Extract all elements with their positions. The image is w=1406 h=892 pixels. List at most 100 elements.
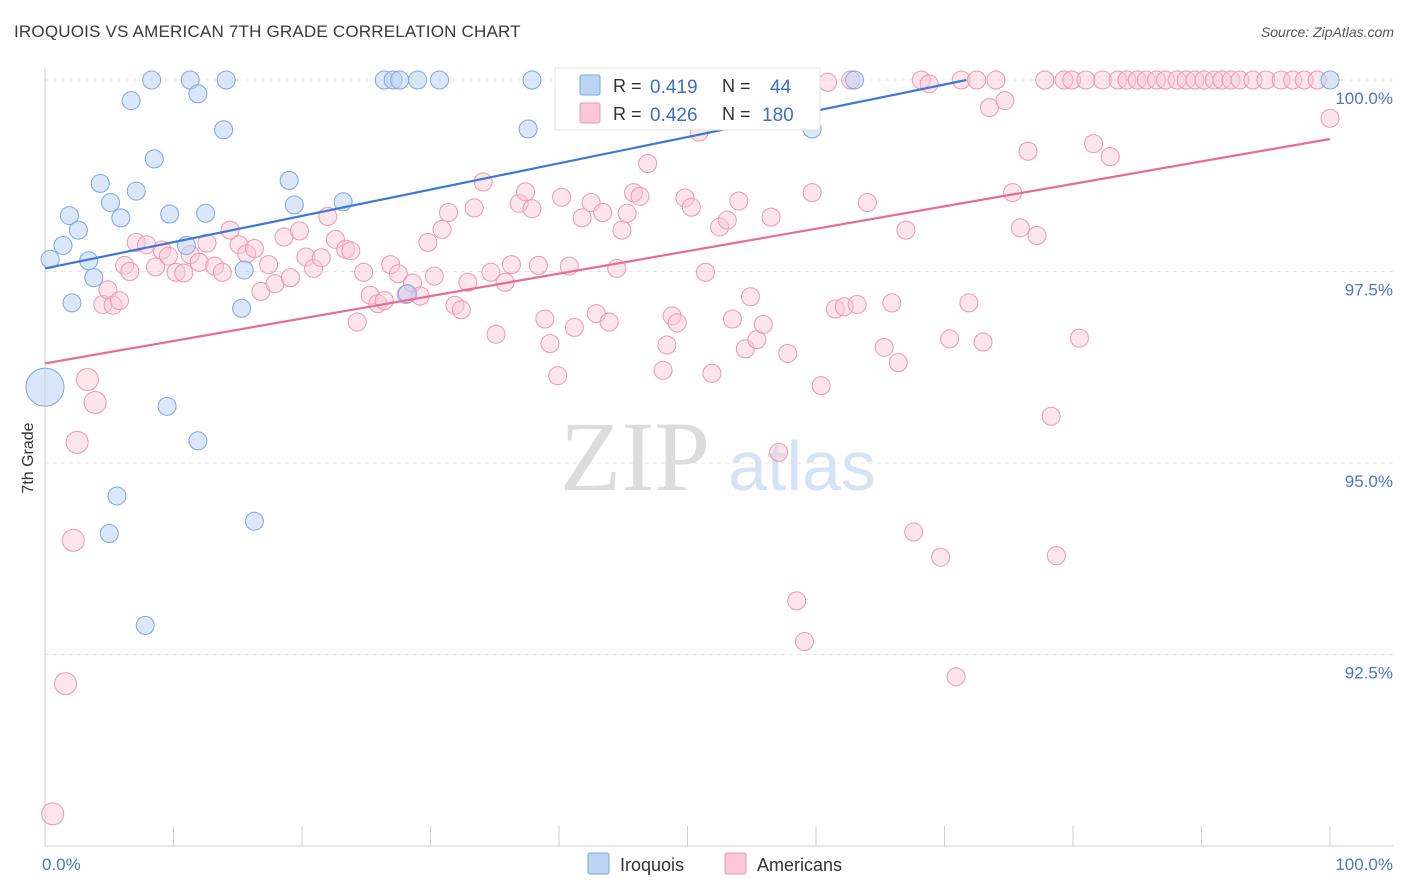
y-tick-label-0: 92.5% (1345, 664, 1393, 683)
americans-point-105 (778, 343, 798, 363)
x-tick-label-1: 100.0% (1335, 855, 1393, 874)
iroquois-point-27 (232, 298, 252, 318)
americans-point-61 (486, 324, 506, 344)
americans-point-10 (115, 255, 135, 275)
americans-point-80 (612, 220, 632, 240)
americans-point-109 (811, 376, 831, 396)
americans-point-27 (244, 239, 264, 259)
americans-point-167 (1320, 108, 1340, 128)
americans-point-107 (794, 631, 814, 651)
americans-point-83 (630, 186, 650, 206)
americans-point-65 (516, 182, 536, 202)
americans-point-36 (311, 248, 331, 268)
americans-point-40 (341, 241, 361, 261)
americans-point-52 (424, 266, 444, 286)
series-legend-label-americans: Americans (757, 855, 842, 875)
americans-point-89 (667, 313, 687, 333)
americans-point-94 (702, 363, 722, 383)
axes (44, 68, 1393, 847)
americans-point-59 (473, 172, 493, 192)
americans-point-98 (729, 191, 749, 211)
americans-point-53 (432, 219, 452, 239)
iroquois-point-31 (284, 195, 304, 215)
americans-point-51 (418, 232, 438, 252)
stats-legend: R = 0.419 N = 44 R = 0.426 N = 180 (554, 67, 821, 131)
americans-point-63 (501, 255, 521, 275)
watermark-zip: ZIP (560, 401, 710, 512)
iroquois-point-38 (429, 70, 449, 90)
legend-n-value-iroquois: 44 (770, 77, 792, 98)
americans-point-41 (347, 312, 367, 332)
iroquois-point-9 (101, 193, 121, 213)
americans-point-56 (451, 300, 471, 320)
chart-title: IROQUOIS VS AMERICAN 7TH GRADE CORRELATI… (14, 22, 521, 41)
americans-point-5 (83, 390, 107, 414)
iroquois-point-24 (99, 523, 119, 543)
americans-point-106 (787, 591, 807, 611)
americans-point-102 (753, 314, 773, 334)
americans-point-117 (882, 293, 902, 313)
americans-point-77 (593, 203, 613, 223)
americans-point-78 (599, 312, 619, 332)
iroquois-point-23 (107, 486, 127, 506)
americans-point-129 (973, 332, 993, 352)
americans-point-132 (995, 91, 1015, 111)
americans-point-136 (1027, 225, 1047, 245)
americans-point-16 (158, 246, 178, 266)
americans-point-131 (986, 70, 1006, 90)
americans-point-4 (75, 368, 99, 392)
americans-point-123 (931, 547, 951, 567)
americans-point-87 (657, 335, 677, 355)
americans-point-118 (888, 353, 908, 373)
americans-point-115 (857, 193, 877, 213)
gridlines (44, 79, 1393, 846)
iroquois-point-43 (1320, 70, 1340, 90)
series-legend: Iroquois Americans (587, 852, 842, 875)
americans-point-20 (189, 252, 209, 272)
americans-point-138 (1041, 406, 1061, 426)
iroquois-point-30 (279, 170, 299, 190)
iroquois-point-21 (214, 120, 234, 140)
iroquois-point-8 (90, 173, 110, 193)
americans-point-127 (959, 293, 979, 313)
americans-point-54 (438, 203, 458, 223)
legend-r-label-americans: R = (613, 104, 642, 124)
americans-point-139 (1046, 546, 1066, 566)
iroquois-point-28 (234, 260, 254, 280)
americans-point-17 (166, 262, 186, 282)
iroquois-point-35 (390, 70, 410, 90)
americans-point-146 (1100, 147, 1120, 167)
americans-point-104 (769, 442, 789, 462)
iroquois-point-3 (59, 206, 79, 226)
americans-point-0 (41, 802, 65, 826)
y-axis-title: 7th Grade (20, 422, 37, 493)
y-tick-label-1: 95.0% (1345, 472, 1393, 491)
americans-point-99 (735, 339, 755, 359)
americans-point-124 (940, 329, 960, 349)
americans-point-93 (695, 262, 715, 282)
x-tick-label-0: 0.0% (42, 855, 81, 874)
americans-point-45 (374, 291, 394, 311)
americans-point-73 (564, 317, 584, 337)
americans-point-2 (61, 528, 85, 552)
americans-point-70 (548, 366, 568, 386)
americans-point-60 (481, 262, 501, 282)
iroquois-point-39 (522, 70, 542, 90)
americans-point-33 (289, 221, 309, 241)
americans-point-125 (946, 667, 966, 687)
americans-point-143 (1076, 70, 1096, 90)
americans-point-140 (1054, 70, 1074, 90)
americans-point-68 (535, 309, 555, 329)
iroquois-point-19 (188, 84, 208, 104)
americans-point-18 (174, 263, 194, 283)
americans-point-71 (552, 187, 572, 207)
americans-point-21 (197, 233, 217, 253)
americans-point-162 (1256, 70, 1276, 90)
americans-point-14 (146, 257, 166, 277)
americans-point-96 (717, 210, 737, 230)
americans-point-142 (1069, 328, 1089, 348)
iroquois-point-26 (188, 431, 208, 451)
iroquois-point-15 (157, 396, 177, 416)
iroquois-point-11 (121, 91, 141, 111)
